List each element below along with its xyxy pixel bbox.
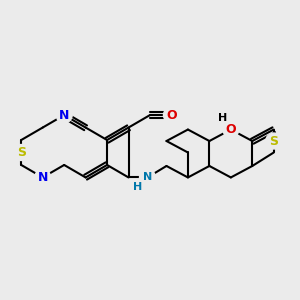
Circle shape <box>266 133 282 149</box>
Text: N: N <box>59 109 69 122</box>
Circle shape <box>140 169 155 185</box>
Circle shape <box>214 110 230 125</box>
Text: N: N <box>38 171 48 184</box>
Text: H: H <box>133 182 142 192</box>
Circle shape <box>13 145 29 160</box>
Text: S: S <box>17 146 26 159</box>
Text: S: S <box>269 134 278 148</box>
Text: O: O <box>166 109 177 122</box>
Text: N: N <box>143 172 152 182</box>
Circle shape <box>164 107 179 123</box>
Text: H: H <box>218 112 227 123</box>
Circle shape <box>56 107 72 123</box>
Text: O: O <box>226 123 236 136</box>
Circle shape <box>130 179 146 195</box>
Circle shape <box>35 169 51 185</box>
Circle shape <box>223 122 239 137</box>
